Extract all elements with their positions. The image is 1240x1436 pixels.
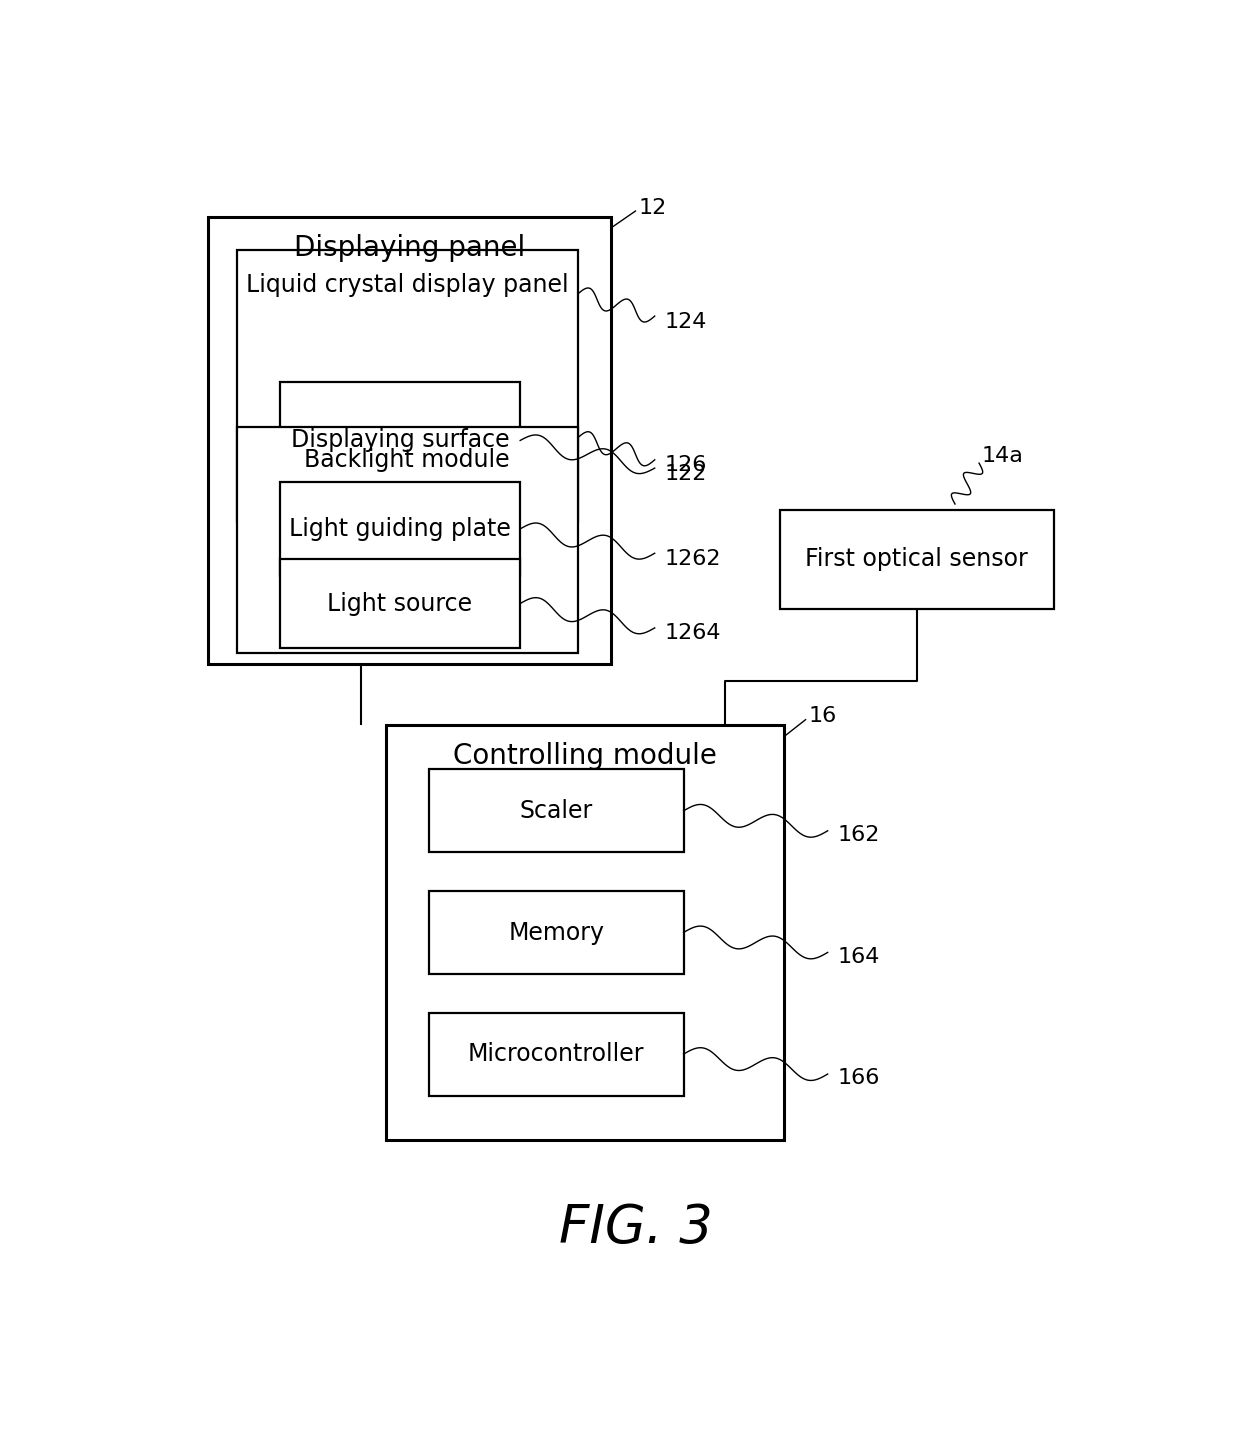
Text: Displaying surface: Displaying surface	[290, 428, 510, 452]
Text: Light guiding plate: Light guiding plate	[289, 517, 511, 541]
FancyBboxPatch shape	[386, 725, 785, 1140]
FancyBboxPatch shape	[429, 770, 683, 853]
Text: Microcontroller: Microcontroller	[467, 1043, 645, 1066]
Text: Scaler: Scaler	[520, 798, 593, 823]
Text: Backlight module: Backlight module	[305, 448, 510, 472]
Text: 1262: 1262	[665, 549, 720, 569]
FancyBboxPatch shape	[208, 217, 611, 665]
Text: 16: 16	[808, 707, 837, 727]
Text: 166: 166	[837, 1068, 879, 1088]
FancyBboxPatch shape	[280, 560, 521, 648]
Text: First optical sensor: First optical sensor	[805, 547, 1028, 572]
FancyBboxPatch shape	[237, 426, 578, 653]
Text: Displaying panel: Displaying panel	[294, 234, 526, 261]
Text: 164: 164	[837, 946, 879, 966]
Text: Controlling module: Controlling module	[453, 742, 717, 770]
Text: Memory: Memory	[508, 920, 604, 945]
FancyBboxPatch shape	[429, 1012, 683, 1096]
Text: 126: 126	[665, 455, 707, 475]
Text: FIG. 3: FIG. 3	[559, 1202, 712, 1254]
Text: 12: 12	[639, 198, 667, 218]
FancyBboxPatch shape	[280, 382, 521, 498]
Text: 14a: 14a	[982, 447, 1024, 467]
FancyBboxPatch shape	[280, 482, 521, 576]
Text: Liquid crystal display panel: Liquid crystal display panel	[246, 273, 569, 297]
FancyBboxPatch shape	[237, 250, 578, 521]
Text: 122: 122	[665, 464, 707, 484]
Text: Light source: Light source	[327, 592, 472, 616]
Text: 124: 124	[665, 312, 707, 332]
Text: 1264: 1264	[665, 623, 720, 643]
FancyBboxPatch shape	[429, 890, 683, 974]
FancyBboxPatch shape	[780, 510, 1054, 609]
Text: 162: 162	[837, 826, 879, 846]
